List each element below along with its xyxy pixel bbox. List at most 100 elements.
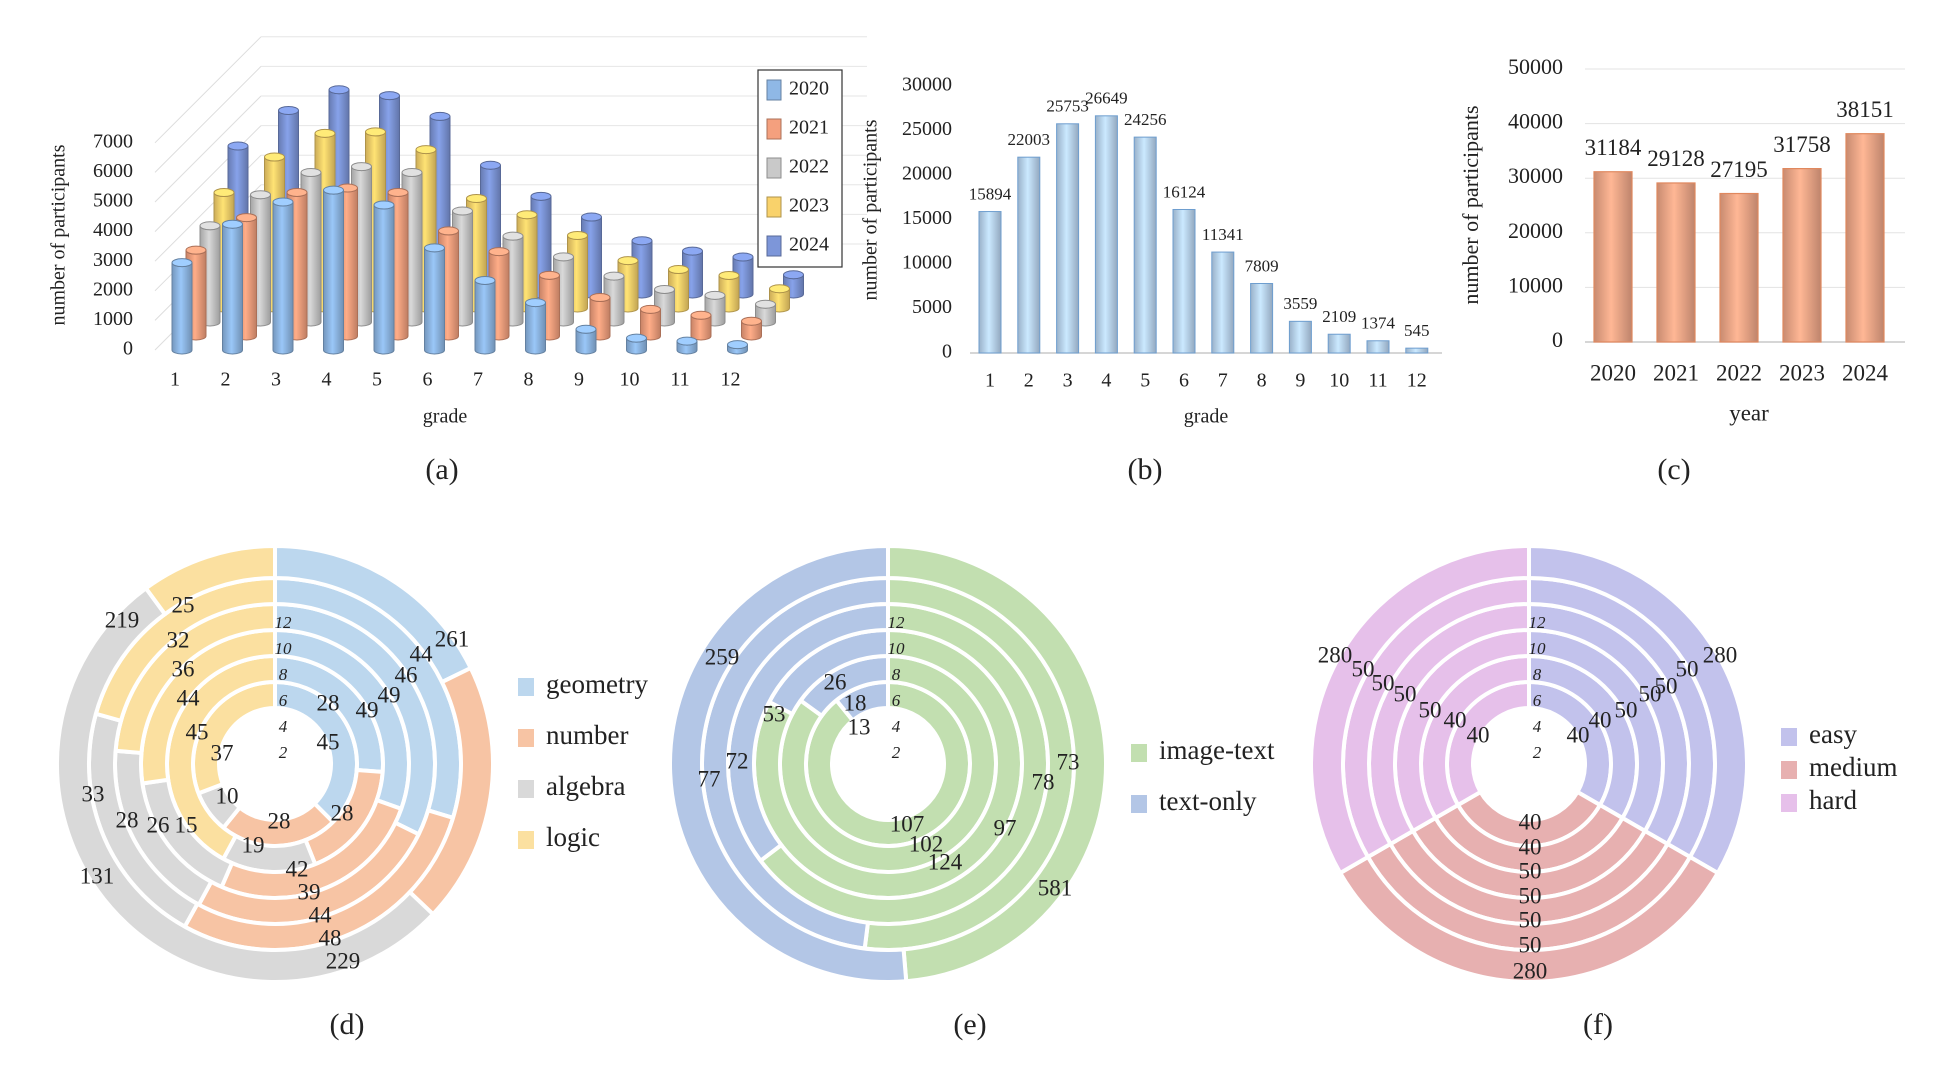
data-label: 50 <box>1394 681 1417 706</box>
cylinder-top <box>387 187 409 197</box>
bar <box>1327 333 1351 354</box>
legend-a: 2020 2021 2022 2023 2024 <box>757 69 843 268</box>
ring-label: 10 <box>1529 639 1547 658</box>
cylinder-top <box>351 162 372 172</box>
x-tick-label: 3 <box>271 369 281 391</box>
x-tick-label: 2024 <box>1842 360 1889 385</box>
cylinder-top <box>727 340 748 350</box>
data-label: 50 <box>1639 681 1662 706</box>
cylinder-top <box>379 91 400 101</box>
legend-label: text-only <box>1159 786 1257 816</box>
cylinder-top <box>654 284 675 294</box>
cylinder-bar <box>272 197 294 355</box>
cylinder-bar <box>690 310 712 341</box>
legend-swatch <box>518 678 534 696</box>
x-tick-label: 11 <box>670 369 689 391</box>
legend-label: number <box>546 720 628 750</box>
data-label: 18 <box>844 690 867 715</box>
cylinder-top <box>488 247 510 257</box>
legend-label: hard <box>1809 785 1857 815</box>
data-label: 50 <box>1352 656 1375 681</box>
data-label: 49 <box>356 697 379 722</box>
y-tick-label: 30000 <box>902 74 952 96</box>
cylinder-bar <box>631 236 653 299</box>
cylinder-top <box>365 127 386 137</box>
ring-label: 12 <box>275 613 293 632</box>
data-label: 102 <box>909 831 944 856</box>
x-tick-label: 1 <box>170 369 180 391</box>
data-label: 45 <box>317 729 340 754</box>
cylinder-top <box>314 128 336 138</box>
data-label: 26 <box>147 812 170 837</box>
data-label: 40 <box>1519 834 1542 859</box>
legend-swatch <box>1131 744 1147 762</box>
legend-label: 2024 <box>789 234 829 256</box>
cylinder-bar <box>575 324 597 355</box>
ring-label: 2 <box>892 743 901 762</box>
legend-swatch <box>518 831 534 849</box>
cylinder-top <box>631 236 653 246</box>
y-tick-label: 0 <box>942 341 952 363</box>
bar <box>1593 171 1633 343</box>
data-label: 2109 <box>1322 307 1356 326</box>
cylinder-top <box>415 145 437 155</box>
legend-label: medium <box>1809 752 1898 782</box>
ring-segment <box>143 543 277 617</box>
data-label: 124 <box>928 849 963 874</box>
data-label: 28 <box>331 800 354 825</box>
bar <box>1719 192 1759 343</box>
legend-label: 2020 <box>789 78 829 100</box>
cylinder-top <box>539 270 560 280</box>
data-label: 40 <box>1589 707 1612 732</box>
legend-swatch <box>518 780 534 798</box>
bar <box>1211 251 1235 354</box>
x-tick-label: 10 <box>1329 370 1349 392</box>
cylinder-body <box>272 201 294 355</box>
x-tick-label: 2020 <box>1590 360 1636 385</box>
data-label: 38151 <box>1836 97 1894 122</box>
x-tick-label: 5 <box>1140 370 1150 392</box>
caption-f: (f) <box>1583 1008 1613 1041</box>
y-tick-label: 0 <box>1552 327 1563 352</box>
legend-label: logic <box>546 822 600 852</box>
data-label: 16124 <box>1163 182 1206 201</box>
cylinder-top <box>222 219 243 229</box>
data-label: 15894 <box>969 184 1012 203</box>
cylinder-bar <box>741 316 762 341</box>
data-label: 50 <box>1419 697 1442 722</box>
cylinder-top <box>424 243 445 253</box>
ring-label: 2 <box>279 743 288 762</box>
ring-label: 4 <box>892 717 901 736</box>
x-tick-label: 6 <box>423 369 433 391</box>
caption-b: (b) <box>1128 453 1163 486</box>
data-label: 24256 <box>1124 110 1167 129</box>
grid-line <box>154 36 262 144</box>
cylinder-bar <box>373 200 395 355</box>
bar <box>1172 208 1196 354</box>
x-axis-title: grade <box>423 406 468 428</box>
data-label: 46 <box>395 662 418 687</box>
x-tick-label: 1 <box>985 370 995 392</box>
bar <box>1288 320 1312 354</box>
ring-segment <box>1309 543 1531 876</box>
cylinder-top <box>530 191 552 201</box>
data-label: 15 <box>175 812 198 837</box>
legend-label: 2023 <box>789 195 829 217</box>
y-axis-title: number of participants <box>48 144 70 325</box>
data-label: 280 <box>1703 642 1738 667</box>
data-label: 28 <box>268 808 291 833</box>
data-label: 22003 <box>1008 130 1051 149</box>
data-label: 280 <box>1318 642 1353 667</box>
x-tick-label: 6 <box>1179 370 1189 392</box>
y-axis-title: number of participants <box>1458 105 1483 304</box>
ring-label: 4 <box>1533 717 1542 736</box>
cylinder-top <box>769 284 790 294</box>
data-label: 1374 <box>1361 314 1396 333</box>
data-label: 3559 <box>1283 294 1317 313</box>
x-tick-label: 9 <box>1295 370 1305 392</box>
legend-label: easy <box>1809 719 1857 749</box>
data-label: 11341 <box>1202 225 1244 244</box>
cylinder-top <box>640 304 661 314</box>
